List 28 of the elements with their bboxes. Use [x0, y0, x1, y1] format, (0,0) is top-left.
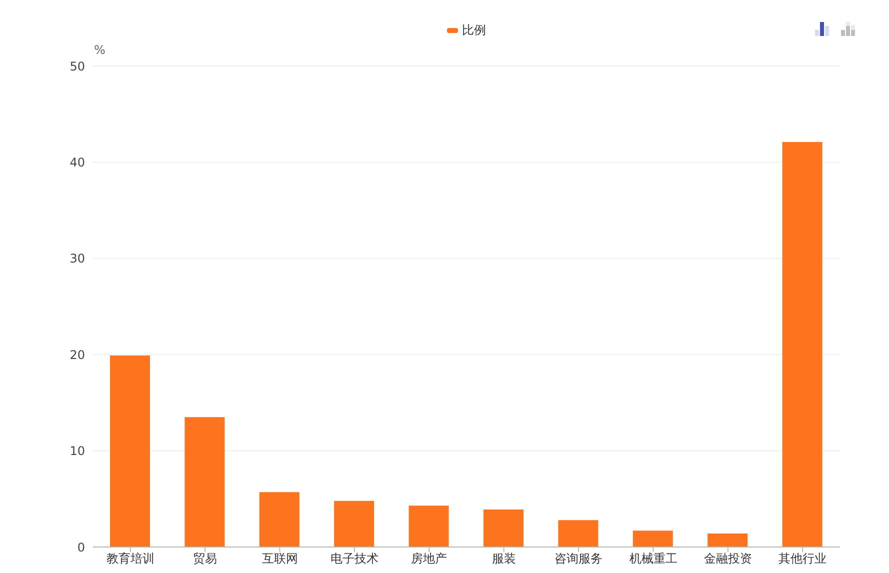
x-tick-label: 金融投资: [704, 552, 752, 566]
y-axis-title: %: [94, 43, 106, 57]
y-tick-label: 50: [70, 59, 85, 74]
y-tick-label: 30: [70, 252, 85, 266]
bar: [334, 500, 374, 547]
bar: [484, 509, 524, 547]
x-tick-label: 服装: [492, 552, 516, 566]
legend-label: 比例: [462, 22, 486, 39]
y-tick-label: 10: [70, 444, 85, 458]
bar: [110, 356, 150, 547]
x-tick-label: 互联网: [262, 552, 298, 566]
y-tick-label: 0: [77, 540, 85, 554]
bar: [782, 142, 822, 547]
bar: [259, 492, 300, 547]
bar: [184, 417, 225, 547]
bar: [632, 530, 673, 547]
bar: [408, 506, 449, 547]
x-tick-label: 贸易: [193, 552, 218, 566]
x-tick-label: 教育培训: [106, 552, 154, 566]
x-tick-label: 机械重工: [629, 552, 678, 566]
bar: [708, 534, 748, 547]
x-tick-label: 电子技术: [330, 552, 378, 566]
bar: [558, 520, 598, 547]
x-tick-label: 其他行业: [778, 552, 827, 566]
y-tick-label: 20: [70, 348, 85, 362]
y-tick-label: 40: [70, 155, 85, 170]
x-tick-label: 房地产: [411, 552, 448, 566]
x-tick-label: 咨询服务: [554, 552, 603, 566]
